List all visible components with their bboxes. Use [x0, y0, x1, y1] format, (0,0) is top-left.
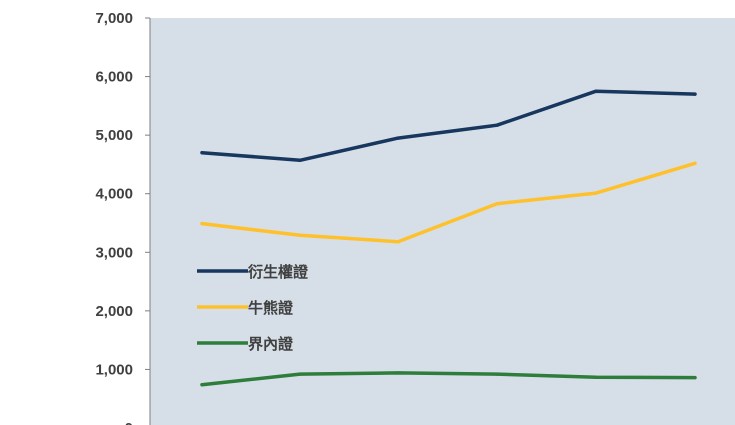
series-1-point	[495, 202, 499, 206]
plot-area	[150, 18, 735, 425]
series-line-1	[200, 161, 697, 244]
series-1-point	[200, 222, 204, 226]
series-1-point	[693, 161, 697, 165]
y-tick-label: 0	[125, 420, 133, 425]
series-1-point	[396, 240, 400, 244]
y-tick-label: 3,000	[95, 244, 133, 261]
y-tick-label: 4,000	[95, 186, 133, 203]
y-tick-label: 7,000	[95, 10, 133, 27]
series-2-point	[594, 375, 598, 379]
y-tick-label: 6,000	[95, 69, 133, 86]
series-lines	[200, 89, 697, 387]
series-0-point	[693, 92, 697, 96]
series-0-point	[200, 151, 204, 155]
y-tick-label: 5,000	[95, 127, 133, 144]
legend-label: 衍生權證	[247, 263, 309, 281]
series-2-point	[396, 371, 400, 375]
y-axis-ticks: 0 1,000 2,000 3,000 4,000 5,000 6,000 7,000	[95, 10, 150, 425]
series-line-0	[200, 89, 697, 163]
series-1-point	[298, 233, 302, 237]
legend-label: 牛熊證	[248, 299, 294, 317]
series-0-point	[495, 123, 499, 127]
y-tick-label: 2,000	[95, 303, 133, 320]
series-0-point	[594, 89, 598, 93]
series-2-point	[693, 376, 697, 380]
y-tick-label: 1,000	[95, 361, 133, 378]
series-2-point	[200, 383, 204, 387]
series-2-point	[495, 372, 499, 376]
series-2-point	[298, 372, 302, 376]
series-1-point	[594, 191, 598, 195]
series-line-2	[200, 371, 697, 387]
series-0-point	[298, 158, 302, 162]
legend-label: 界內證	[248, 335, 294, 353]
series-0-point	[396, 136, 400, 140]
